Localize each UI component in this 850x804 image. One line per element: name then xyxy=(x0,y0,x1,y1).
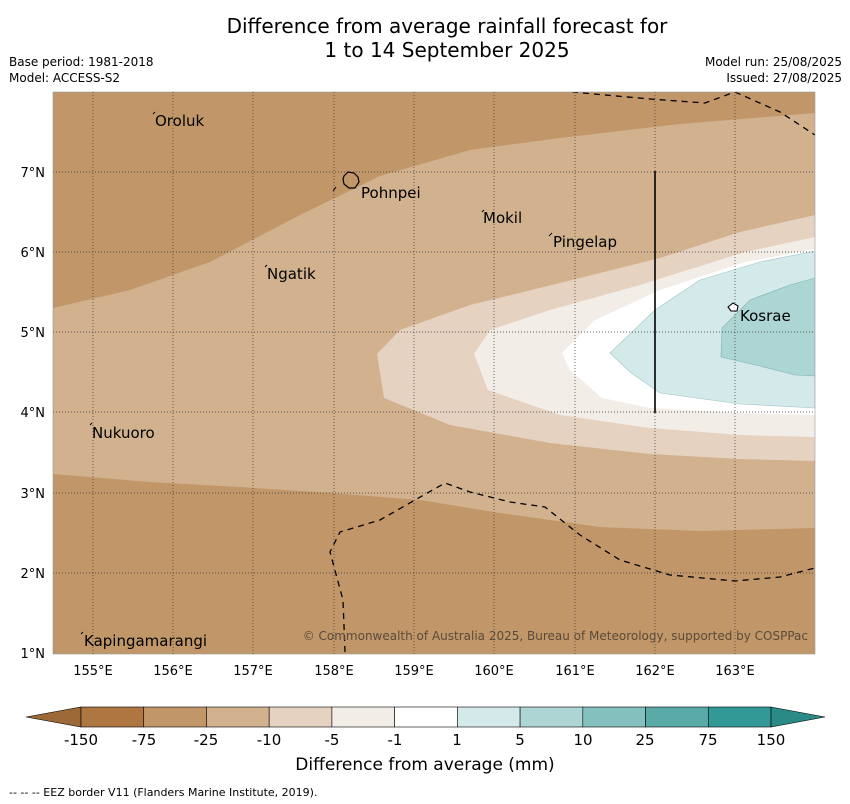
cb-tick-4: -5 xyxy=(325,731,340,749)
lat-tick-2: 2°N xyxy=(21,567,46,582)
lat-tick-3: 3°N xyxy=(21,487,46,502)
colorbar-tick-labels: -150 -75 -25 -10 -5 -1 1 5 10 25 75 150 xyxy=(64,731,785,749)
lon-tick-162: 162°E xyxy=(635,664,675,679)
copyright-notice: © Commonwealth of Australia 2025, Bureau… xyxy=(303,629,808,643)
cb-tick-11: 150 xyxy=(757,731,786,749)
lon-tick-158: 158°E xyxy=(314,664,354,679)
pingelap-mark xyxy=(548,232,553,237)
place-nukuoro: Nukuoro xyxy=(92,424,155,442)
lon-tick-161: 161°E xyxy=(555,664,595,679)
lat-tick-4: 4°N xyxy=(21,406,46,421)
place-kosrae: Kosrae xyxy=(740,307,791,325)
pohnpei-island xyxy=(342,171,360,189)
lon-tick-160: 160°E xyxy=(474,664,514,679)
eez-legend: -- -- -- EEZ border V11 (Flanders Marine… xyxy=(9,786,318,799)
map-frame xyxy=(52,91,816,655)
oroluk-mark xyxy=(152,111,156,115)
kapinga-mark xyxy=(80,631,84,635)
colorbar-cell-6 xyxy=(457,706,521,728)
cb-tick-1: -75 xyxy=(132,731,157,749)
lon-tick-157: 157°E xyxy=(233,664,273,679)
colorbar-cell-7 xyxy=(519,706,584,728)
lat-tick-labels: 1°N 2°N 3°N 4°N 5°N 6°N 7°N xyxy=(21,166,46,662)
model-name: Model: ACCESS-S2 xyxy=(9,71,121,85)
pohnpei-tail-mark xyxy=(332,186,337,192)
lat-tick-1: 1°N xyxy=(21,647,46,662)
model-run: Model run: 25/08/2025 xyxy=(704,55,842,69)
rainfall-field xyxy=(53,92,815,654)
colorbar-cell-10 xyxy=(707,706,772,728)
eez-border-northeast xyxy=(734,92,815,136)
colorbar-cell-2 xyxy=(206,706,270,728)
eez-border xyxy=(329,92,815,653)
place-ngatik: Ngatik xyxy=(267,265,316,283)
mokil-mark xyxy=(481,209,485,213)
cb-tick-5: -1 xyxy=(388,731,403,749)
colorbar-extend-high xyxy=(770,706,826,728)
lon-tick-156: 156°E xyxy=(153,664,193,679)
lat-tick-7: 7°N xyxy=(21,166,46,181)
colorbar: -150 -75 -25 -10 -5 -1 1 5 10 25 75 150 xyxy=(25,706,826,749)
lon-tick-155: 155°E xyxy=(73,664,113,679)
place-oroluk: Oroluk xyxy=(155,112,204,130)
kosrae-island xyxy=(727,302,739,312)
place-kapingamarangi: Kapingamarangi xyxy=(84,632,207,650)
meta-right: Model run: 25/08/2025 Issued: 27/08/2025 xyxy=(705,54,842,86)
lon-tick-labels: 155°E 156°E 157°E 158°E 159°E 160°E 161°… xyxy=(73,664,755,679)
cb-tick-0: -150 xyxy=(64,731,98,749)
cb-tick-9: 25 xyxy=(635,731,654,749)
place-pohnpei: Pohnpei xyxy=(361,184,421,202)
issued-date: Issued: 27/08/2025 xyxy=(726,71,842,85)
cb-tick-3: -10 xyxy=(257,731,282,749)
atoll-marks xyxy=(80,111,553,635)
title-line-1: Difference from average rainfall forecas… xyxy=(226,14,668,38)
cb-tick-6: 1 xyxy=(452,731,462,749)
place-mokil: Mokil xyxy=(483,209,522,227)
cb-tick-8: 10 xyxy=(573,731,592,749)
title-line-2: 1 to 14 September 2025 xyxy=(324,38,570,62)
lon-tick-163: 163°E xyxy=(715,664,755,679)
lat-tick-5: 5°N xyxy=(21,326,46,341)
colorbar-cell-5 xyxy=(394,706,458,728)
lon-tick-159: 159°E xyxy=(394,664,434,679)
colorbar-cells xyxy=(80,706,772,728)
eez-border-south xyxy=(329,482,815,653)
colorbar-cell-1 xyxy=(143,706,207,728)
place-labels: Oroluk Pohnpei Mokil Pingelap Ngatik Kos… xyxy=(84,112,791,650)
colorbar-cell-9 xyxy=(645,706,709,728)
colorbar-cell-0 xyxy=(80,706,145,728)
lat-tick-6: 6°N xyxy=(21,246,46,261)
colorbar-label: Difference from average (mm) xyxy=(295,755,555,775)
base-period: Base period: 1981-2018 xyxy=(9,55,154,69)
ngatik-mark xyxy=(264,264,268,268)
band-plus-5 xyxy=(720,277,815,377)
colorbar-cell-3 xyxy=(268,706,333,728)
colorbar-extend-low xyxy=(25,706,82,728)
cb-tick-7: 5 xyxy=(515,731,525,749)
nukuoro-mark xyxy=(89,422,93,426)
cb-tick-2: -25 xyxy=(194,731,219,749)
colorbar-cell-4 xyxy=(331,706,395,728)
meta-left: Base period: 1981-2018 Model: ACCESS-S2 xyxy=(9,54,154,86)
colorbar-cell-8 xyxy=(582,706,646,728)
cb-tick-10: 75 xyxy=(698,731,717,749)
band-plus-1 xyxy=(609,250,815,409)
place-pingelap: Pingelap xyxy=(553,233,617,251)
map-title: Difference from average rainfall forecas… xyxy=(0,14,850,62)
